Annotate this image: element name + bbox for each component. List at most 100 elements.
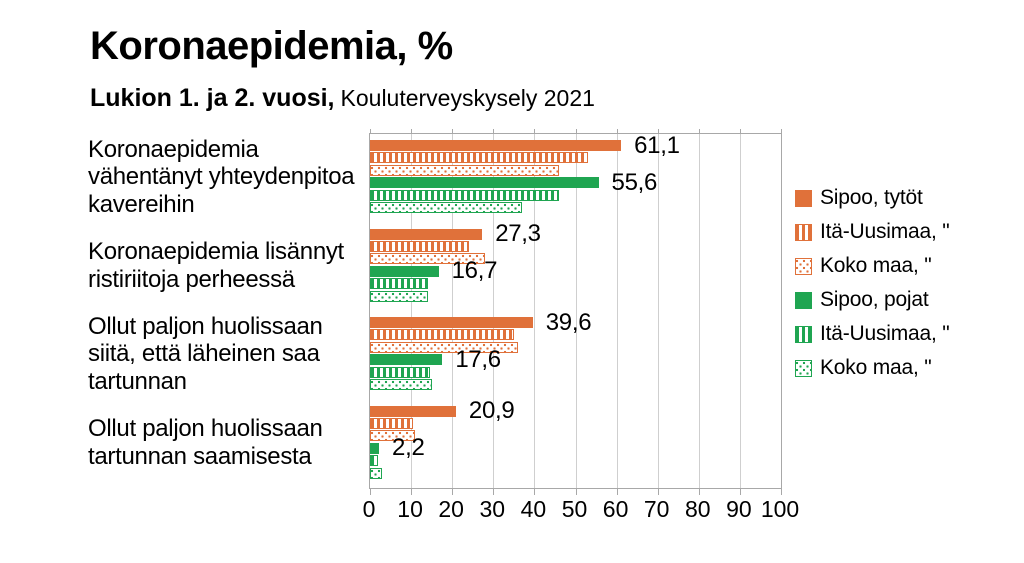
bar — [370, 177, 599, 189]
axis-tick — [370, 129, 371, 133]
bar — [370, 189, 560, 201]
gridline — [493, 134, 495, 488]
bar — [370, 202, 523, 213]
legend-swatch — [795, 257, 812, 275]
legend-label: Koko maa, " — [820, 356, 932, 379]
legend-swatch — [795, 291, 812, 309]
x-tick-label: 10 — [397, 496, 423, 522]
category-labels: Koronaepidemia vähentänyt yhteydenpitoa … — [88, 133, 363, 487]
bar — [370, 442, 380, 454]
axis-tick — [657, 129, 659, 133]
legend-swatch — [795, 223, 812, 241]
axis-tick — [452, 489, 454, 495]
axis-tick — [616, 489, 618, 495]
x-tick-label: 30 — [479, 496, 506, 522]
axis-tick — [370, 489, 371, 495]
axis-tick — [575, 129, 577, 133]
category-label: Koronaepidemia vähentänyt yhteydenpitoa … — [88, 135, 355, 219]
legend-item: Sipoo, tytöt — [795, 186, 950, 209]
value-label: 61,1 — [634, 131, 680, 159]
axis-tick — [781, 129, 782, 133]
legend-swatch — [795, 325, 812, 343]
axis-tick — [616, 129, 618, 133]
gridline — [616, 134, 618, 488]
x-tick-label: 60 — [602, 496, 629, 522]
axis-tick — [739, 489, 741, 495]
axis-tick — [493, 129, 495, 133]
bar — [370, 290, 428, 302]
bar — [370, 329, 514, 341]
legend-label: Itä-Uusimaa, " — [820, 220, 950, 243]
bar — [370, 228, 483, 240]
x-tick-label: 80 — [685, 496, 711, 522]
gridline — [739, 134, 741, 488]
bar — [370, 417, 414, 429]
value-label: 17,6 — [455, 345, 501, 373]
bar — [370, 467, 383, 479]
legend-item: Koko maa, " — [795, 356, 950, 379]
gridline — [657, 134, 659, 488]
gridline — [411, 134, 413, 488]
legend: Sipoo, tytöt Itä-Uusimaa, " Koko maa, " Sip… — [795, 186, 950, 379]
category-label: Ollut paljon huolissaan siitä, että lähe… — [88, 312, 323, 396]
x-tick-label: 50 — [561, 496, 588, 522]
value-label: 16,7 — [451, 257, 498, 285]
value-label: 2,2 — [392, 434, 425, 462]
axis-tick — [698, 489, 700, 495]
axis-tick — [534, 489, 536, 495]
category-label: Ollut paljon huolissaan tartunnan saamis… — [88, 415, 323, 470]
legend-swatch — [795, 189, 812, 207]
legend-label: Koko maa, " — [820, 254, 932, 277]
bar — [370, 140, 622, 151]
category-label: Koronaepidemia lisännyt ristiriitoja per… — [88, 238, 344, 293]
plot-area: 61,1 55,6 27,3 16,7 39,6 17,6 20,9 2,2 — [369, 129, 782, 495]
axis-tick — [411, 129, 413, 133]
axis-tick — [739, 129, 741, 133]
axis-tick — [698, 129, 700, 133]
x-tick-label: 90 — [726, 496, 752, 522]
bar — [370, 430, 416, 442]
axis-tick — [657, 489, 659, 495]
x-axis: 0 10 20 30 40 50 60 70 80 90 100 — [363, 496, 800, 526]
axis-tick — [534, 129, 536, 133]
bar — [370, 455, 379, 467]
legend-item: Koko maa, " — [795, 254, 950, 277]
legend-item: Itä-Uusimaa, " — [795, 220, 950, 243]
legend-item: Itä-Uusimaa, " — [795, 322, 950, 345]
legend-item: Sipoo, pojat — [795, 288, 950, 311]
axis-tick — [493, 489, 495, 495]
x-tick-label: 0 — [362, 496, 376, 522]
bar — [370, 152, 588, 164]
x-tick-label: 40 — [520, 496, 547, 522]
bar — [370, 354, 443, 366]
axis-tick — [411, 489, 413, 495]
x-tick-label: 70 — [643, 496, 670, 522]
bar — [370, 405, 456, 417]
value-label: 55,6 — [611, 168, 658, 196]
value-label: 20,9 — [468, 397, 515, 424]
bar — [370, 341, 518, 353]
value-label: 27,3 — [495, 220, 541, 247]
bar — [370, 164, 560, 176]
gridline — [452, 134, 454, 488]
gridline — [534, 134, 536, 488]
bar — [370, 278, 428, 290]
bar — [370, 240, 469, 252]
chart-title: Koronaepidemia, % — [90, 24, 453, 68]
legend-label: Itä-Uusimaa, " — [820, 322, 950, 345]
value-label: 39,6 — [545, 308, 592, 336]
bar — [370, 379, 432, 390]
legend-swatch — [795, 359, 812, 377]
chart-subtitle-bold: Lukion 1. ja 2. vuosi, — [90, 84, 335, 112]
axis-tick — [781, 489, 782, 495]
bar — [370, 366, 430, 378]
axis-tick — [452, 129, 454, 133]
chart-subtitle: Lukion 1. ja 2. vuosi, Kouluterveyskysely… — [90, 84, 595, 113]
gridline — [698, 134, 700, 488]
bar — [370, 253, 486, 265]
x-tick-label: 20 — [438, 496, 464, 522]
axis-tick — [575, 489, 577, 495]
legend-label: Sipoo, tytöt — [820, 186, 923, 209]
gridline — [575, 134, 577, 488]
